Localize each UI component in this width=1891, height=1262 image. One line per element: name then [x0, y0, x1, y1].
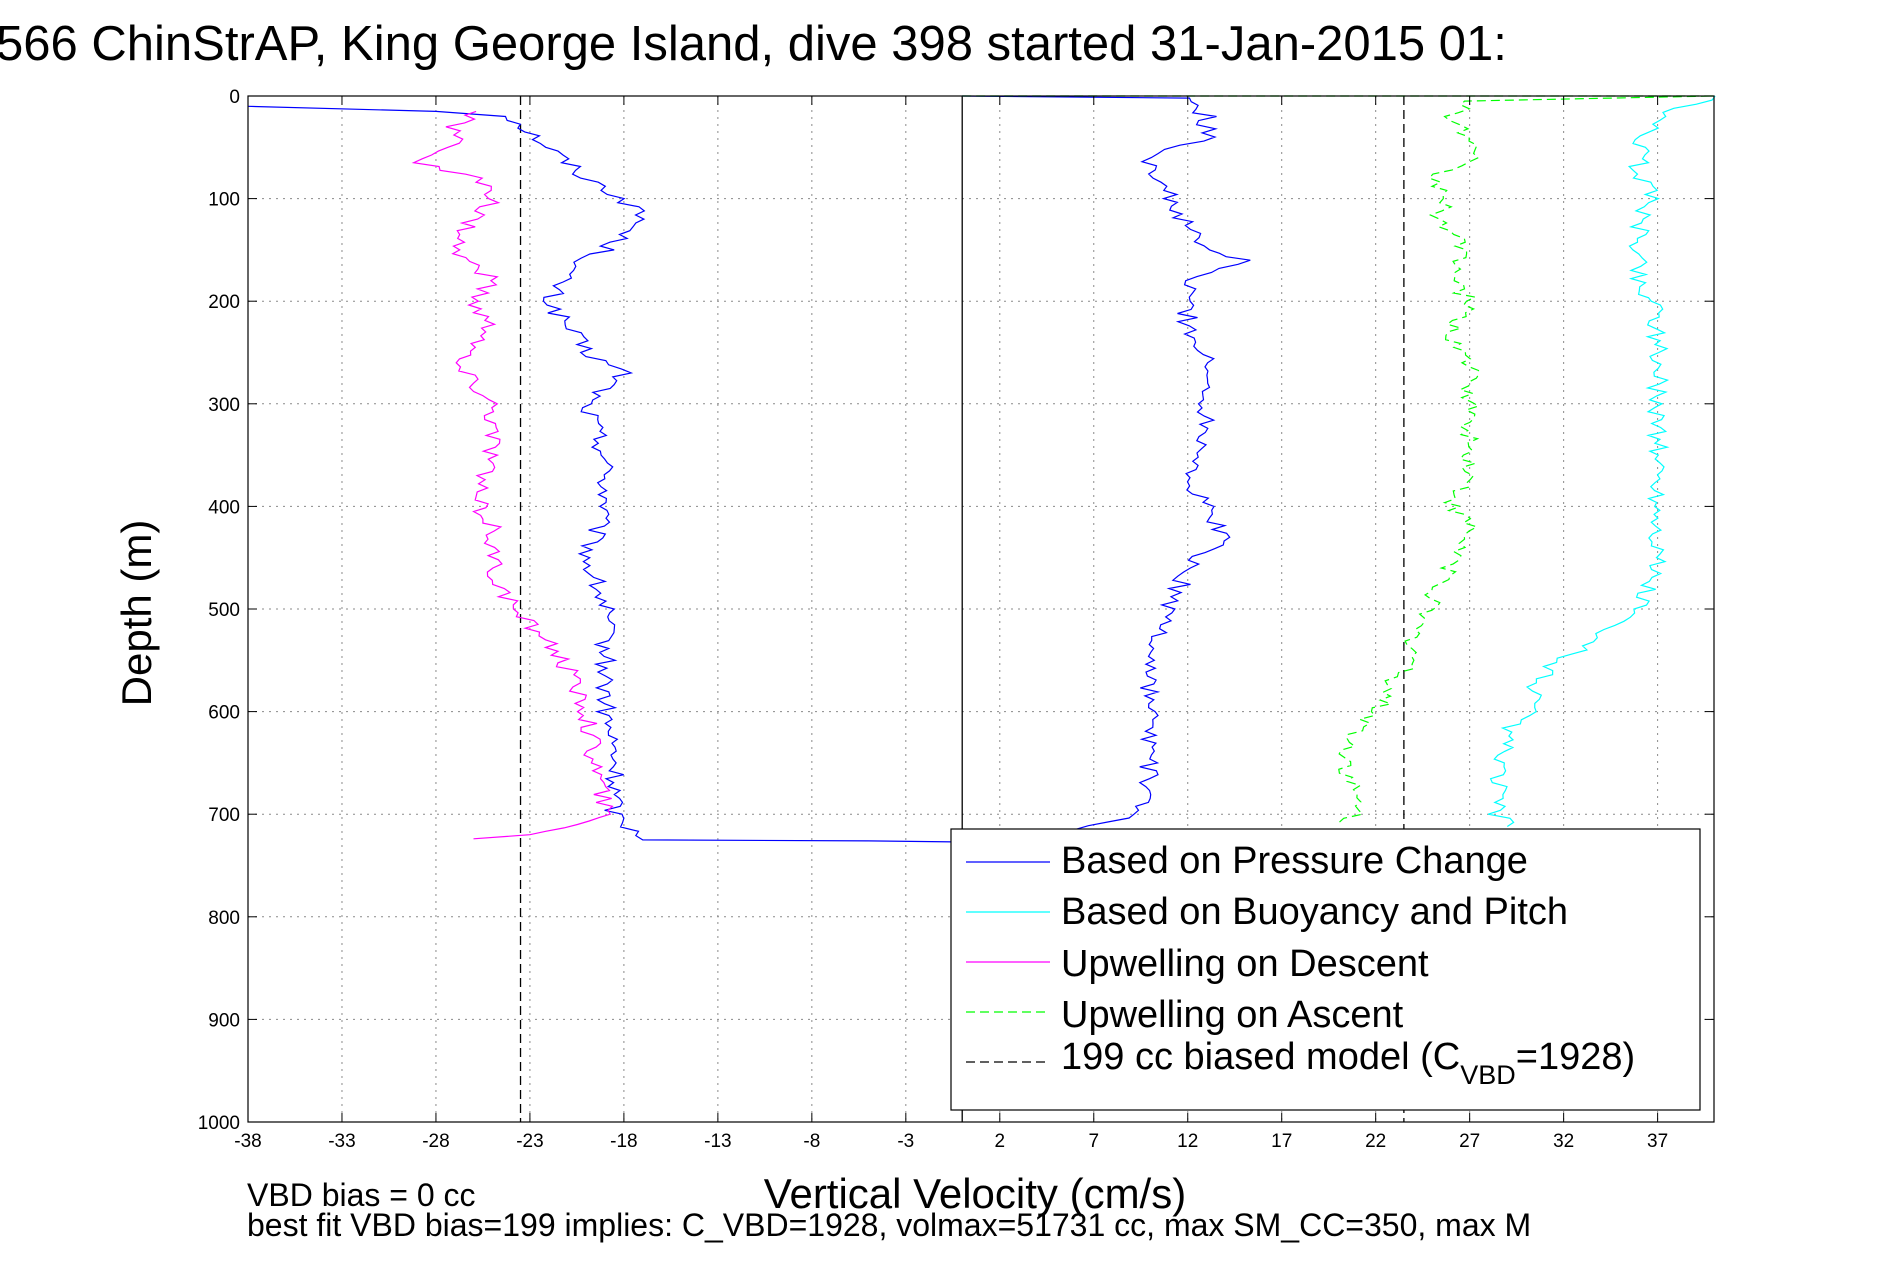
- legend-label-biased-model-main: 199 cc biased model (C: [1061, 1036, 1460, 1078]
- series-line-buoyancy_pitch: [1488, 95, 1716, 828]
- x-tick-label: 7: [1088, 1131, 1099, 1152]
- y-tick-label: 500: [208, 600, 240, 621]
- y-tick-label: 100: [208, 190, 240, 211]
- x-tick-label: 37: [1647, 1131, 1668, 1152]
- y-tick-label: 1000: [198, 1113, 240, 1134]
- legend-label-biased-model-tail: =1928): [1516, 1036, 1635, 1078]
- y-tick-label: 0: [229, 87, 240, 108]
- y-axis-label: Depth (m): [113, 520, 160, 707]
- series-line-upwelling_ascent: [962, 95, 1715, 827]
- legend-label-upwelling-descent: Upwelling on Descent: [1061, 943, 1429, 985]
- legend: Based on Pressure Change Based on Buoyan…: [950, 828, 1701, 1111]
- legend-label-upwelling-ascent: Upwelling on Ascent: [1061, 994, 1404, 1036]
- x-tick-label: -23: [516, 1131, 543, 1152]
- series-line-pressure_ascent: [962, 95, 1251, 831]
- x-tick-label: 17: [1271, 1131, 1292, 1152]
- legend-label-biased-model-sub: VBD: [1460, 1060, 1516, 1090]
- legend-box: [950, 828, 1701, 1111]
- x-tick-label: -18: [610, 1131, 637, 1152]
- series-line-pressure_descent: [247, 105, 953, 843]
- legend-label-buoyancy-pitch: Based on Buoyancy and Pitch: [1061, 891, 1568, 933]
- x-tick-label: -28: [422, 1131, 449, 1152]
- x-tick-label: -38: [234, 1131, 261, 1152]
- x-tick-label: -8: [803, 1131, 820, 1152]
- y-tick-label: 300: [208, 395, 240, 416]
- x-tick-label: 22: [1365, 1131, 1386, 1152]
- series-lines: [247, 95, 1716, 843]
- x-tick-label: -13: [704, 1131, 731, 1152]
- chart-title: 566 ChinStrAP, King George Island, dive …: [0, 17, 1507, 71]
- y-tick-label: 600: [208, 703, 240, 724]
- y-tick-label: 400: [208, 497, 240, 518]
- legend-label-biased-model: 199 cc biased model (CVBD=1928): [1061, 1036, 1635, 1090]
- x-tick-label: -33: [328, 1131, 355, 1152]
- x-axis-label: Vertical Velocity (cm/s): [764, 1170, 1186, 1217]
- x-tick-label: 32: [1553, 1131, 1574, 1152]
- x-tick-label: 2: [995, 1131, 1006, 1152]
- legend-samples: [966, 861, 1050, 1063]
- y-tick-label: 200: [208, 292, 240, 313]
- axis-ticks: -38 -33 -28 -23 -18 -13 -8 -3 2 7 12 17 22 27 32 370100…: [198, 87, 1714, 1152]
- x-tick-label: 12: [1177, 1131, 1198, 1152]
- y-tick-label: 900: [208, 1010, 240, 1031]
- x-tick-label: -3: [897, 1131, 914, 1152]
- series-line-upwelling_descent: [411, 110, 614, 840]
- y-tick-label: 800: [208, 908, 240, 929]
- y-tick-label: 700: [208, 805, 240, 826]
- legend-label-pressure-change: Based on Pressure Change: [1061, 840, 1528, 882]
- x-tick-label: 27: [1459, 1131, 1480, 1152]
- note-vbd-bias: VBD bias = 0 cc: [247, 1177, 476, 1213]
- note-best-fit: best fit VBD bias=199 implies: C_VBD=192…: [247, 1207, 1531, 1243]
